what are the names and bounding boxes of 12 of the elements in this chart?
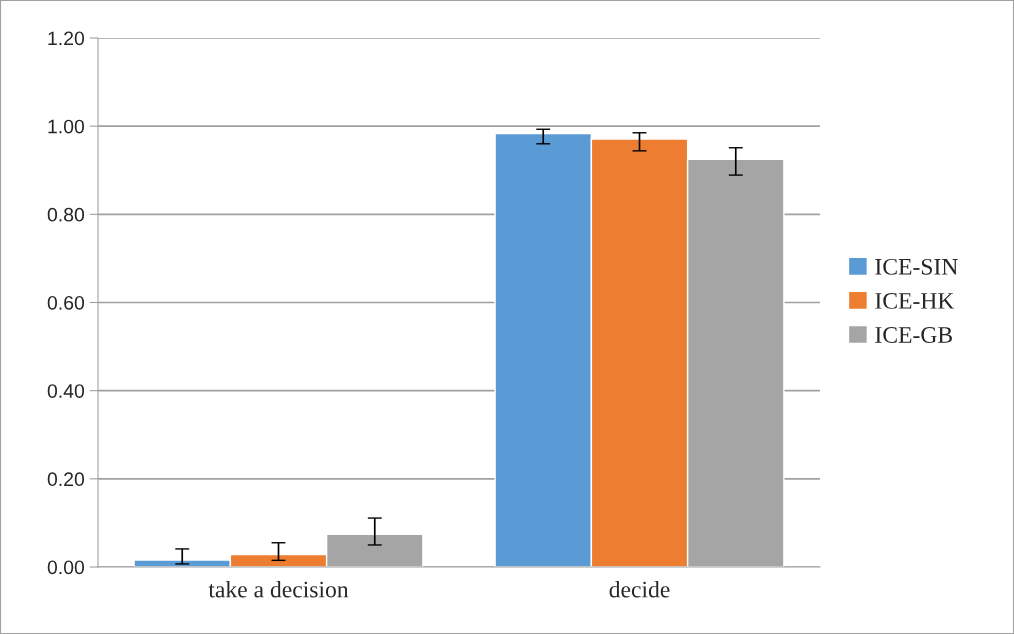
y-tick-label: 0.20	[47, 472, 85, 487]
y-tick-label: 0.40	[47, 384, 85, 398]
y-tick-label: 1.00	[48, 119, 85, 134]
y-tick-label: 0.00	[47, 560, 85, 575]
x-tick-label: take a decision	[208, 580, 349, 598]
y-tick-label: 1.20	[48, 31, 85, 46]
x-tick-label: decide	[609, 580, 670, 598]
legend-label: ICE-HK	[875, 292, 955, 309]
legend-label: ICE-GB	[875, 327, 952, 343]
y-tick-label: 0.80	[47, 207, 85, 222]
y-tick-label: 0.60	[47, 295, 85, 310]
legend-label: ICE-SIN	[875, 258, 958, 275]
